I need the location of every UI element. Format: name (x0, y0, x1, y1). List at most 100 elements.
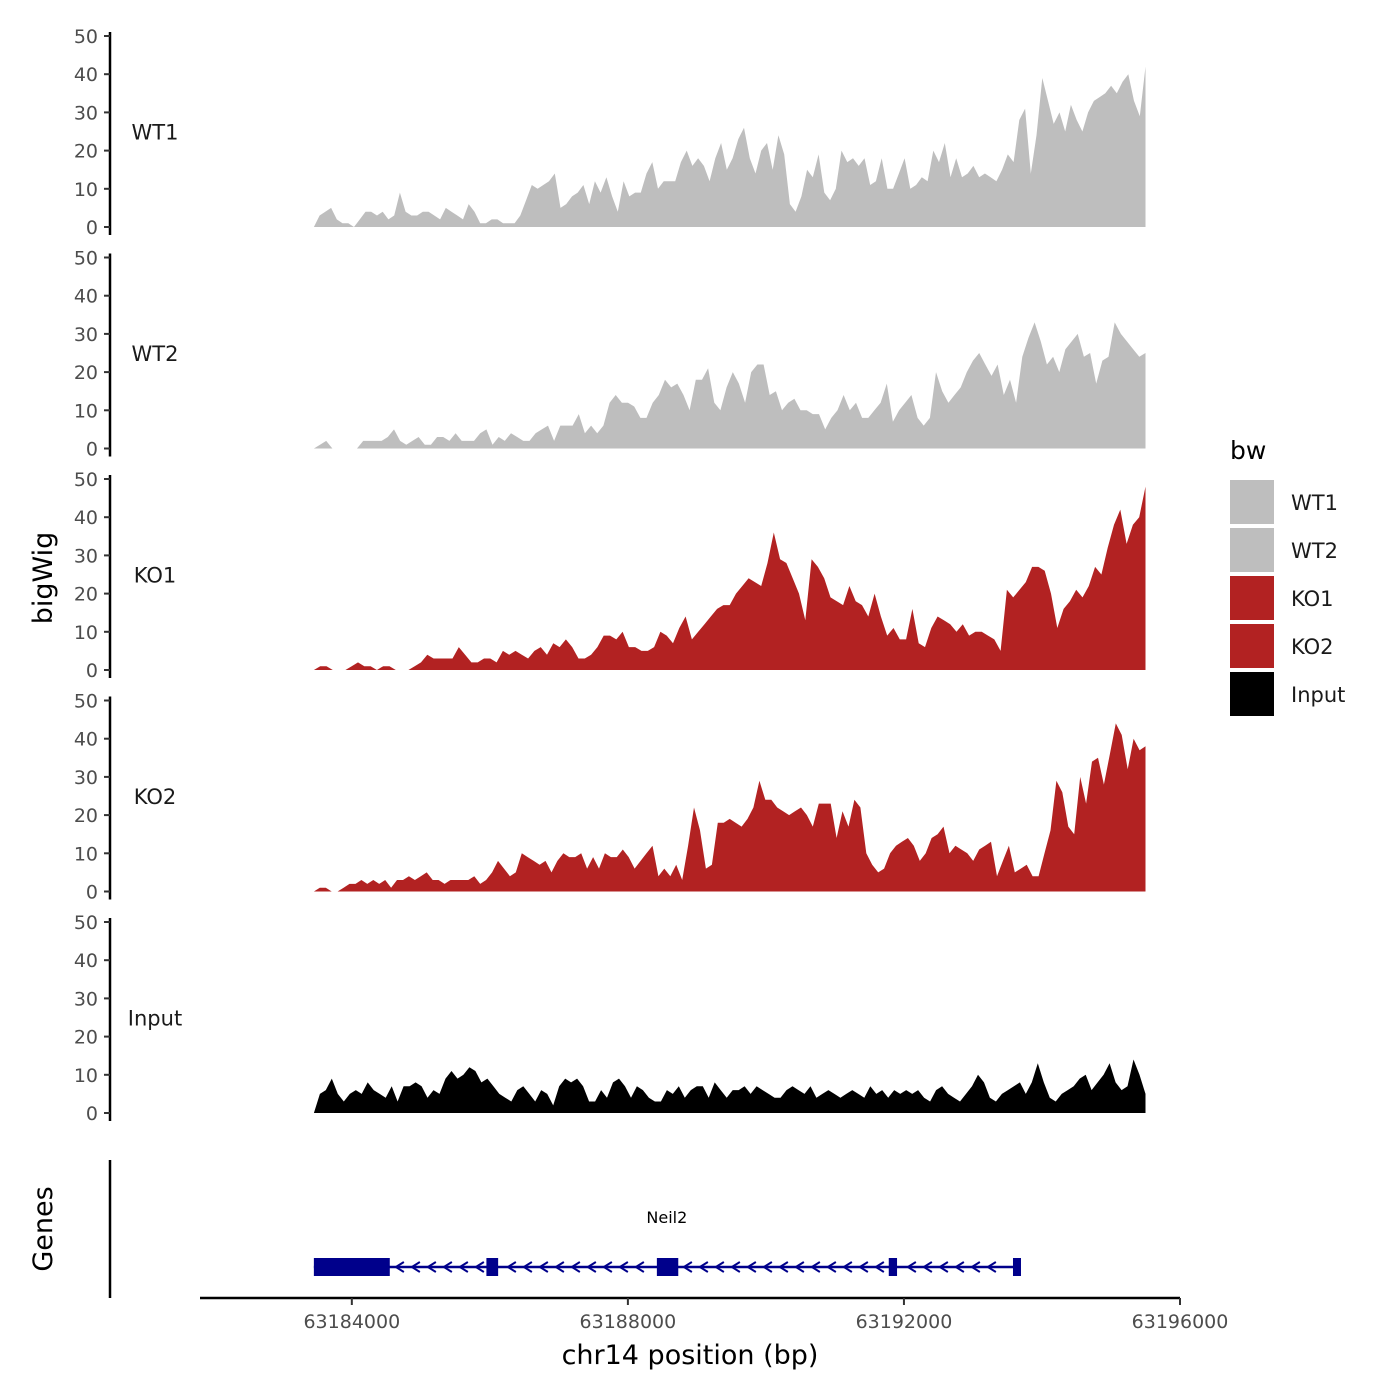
strand-chevron (921, 1261, 933, 1273)
legend-label-wt1: WT1 (1291, 491, 1338, 515)
y-tick-label: 40 (74, 64, 98, 86)
y-tick-label: 30 (74, 988, 98, 1010)
y-tick-label: 0 (86, 217, 98, 239)
gene-exon (486, 1258, 499, 1276)
y-tick-label: 10 (74, 843, 98, 865)
strand-chevron (425, 1261, 437, 1273)
y-tick-label: 50 (74, 691, 98, 713)
track-label-ko2: KO2 (134, 785, 177, 809)
x-tick-label: 63184000 (303, 1311, 400, 1333)
y-tick-label: 10 (74, 622, 98, 644)
coverage-area-ko1 (313, 486, 1146, 670)
coverage-area-wt1 (313, 66, 1146, 227)
strand-chevron (745, 1261, 757, 1273)
strand-chevron (505, 1261, 517, 1273)
y-tick-label: 50 (74, 912, 98, 934)
x-axis-title: chr14 position (bp) (562, 1340, 819, 1371)
strand-chevron (441, 1261, 453, 1273)
legend-label-wt2: WT2 (1291, 539, 1338, 563)
y-tick-label: 0 (86, 882, 98, 904)
y-tick-label: 20 (74, 805, 98, 827)
y-tick-label: 30 (74, 767, 98, 789)
coverage-area-input (313, 1059, 1146, 1113)
strand-chevron (761, 1261, 773, 1273)
legend-label-ko1: KO1 (1291, 587, 1334, 611)
gene-exon (1012, 1258, 1021, 1276)
legend-swatch-wt1 (1230, 480, 1274, 524)
strand-chevron (553, 1261, 565, 1273)
track-label-input: Input (128, 1007, 182, 1031)
y-tick-label: 50 (74, 26, 98, 48)
strand-chevron (873, 1261, 885, 1273)
legend-swatch-ko2 (1230, 624, 1274, 668)
x-tick-label: 63196000 (1132, 1311, 1229, 1333)
y-tick-label: 20 (74, 362, 98, 384)
gene-exon (313, 1258, 390, 1276)
strand-chevron (841, 1261, 853, 1273)
strand-chevron (393, 1261, 405, 1273)
gene-exon (888, 1258, 898, 1276)
track-wt2: 0 10 20 30 40 50 WT2 (74, 248, 1146, 461)
strand-chevron (697, 1261, 709, 1273)
y-tick-label: 20 (74, 1027, 98, 1049)
strand-chevron (985, 1261, 997, 1273)
y-tick-label: 40 (74, 729, 98, 751)
y-tick-label: 10 (74, 400, 98, 422)
y-tick-label: 10 (74, 179, 98, 201)
coverage-tracks: 0 10 20 30 40 50 WT1 0 10 20 30 40 50 WT2 0 10 20 30 40 50 K… (74, 26, 1146, 1125)
y-tick-label: 30 (74, 545, 98, 567)
strand-chevron (905, 1261, 917, 1273)
legend-swatch-input (1230, 672, 1274, 716)
gene-name-label: Neil2 (646, 1208, 687, 1227)
track-input: 0 10 20 30 40 50 Input (74, 912, 1146, 1125)
y-tick-label: 40 (74, 286, 98, 308)
x-tick-label: 63192000 (856, 1311, 953, 1333)
strand-chevron (825, 1261, 837, 1273)
y-tick-label: 0 (86, 1103, 98, 1125)
track-label-wt2: WT2 (132, 342, 179, 366)
strand-chevron (521, 1261, 533, 1273)
strand-chevron (537, 1261, 549, 1273)
y-tick-label: 0 (86, 660, 98, 682)
coverage-area-ko2 (313, 723, 1146, 892)
strand-chevron (633, 1261, 645, 1273)
strand-chevron (953, 1261, 965, 1273)
gene-neil2: Neil2 (313, 1208, 1021, 1276)
coverage-area-wt2 (313, 322, 1146, 449)
legend-swatch-ko1 (1230, 576, 1274, 620)
y-tick-label: 50 (74, 248, 98, 270)
y-tick-label: 10 (74, 1065, 98, 1087)
strand-chevron (617, 1261, 629, 1273)
legend-title: bw (1230, 436, 1266, 465)
strand-chevron (809, 1261, 821, 1273)
strand-chevron (569, 1261, 581, 1273)
strand-chevron (473, 1261, 485, 1273)
track-ko1: 0 10 20 30 40 50 KO1 (74, 469, 1146, 682)
strand-chevron (713, 1261, 725, 1273)
strand-chevron (457, 1261, 469, 1273)
gene-track-title: Genes (28, 1186, 59, 1271)
strand-chevron (937, 1261, 949, 1273)
strand-chevron (777, 1261, 789, 1273)
strand-chevron (729, 1261, 741, 1273)
x-axis: 63184000 63188000 63192000 63196000 (200, 1296, 1229, 1333)
strand-chevron (793, 1261, 805, 1273)
track-label-ko1: KO1 (134, 564, 177, 588)
gene-track: Neil2 (108, 1160, 1021, 1298)
y-tick-label: 30 (74, 102, 98, 124)
y-tick-label: 40 (74, 950, 98, 972)
y-tick-label: 20 (74, 584, 98, 606)
y-tick-label: 20 (74, 141, 98, 163)
gene-exon (656, 1258, 679, 1276)
strand-chevron (585, 1261, 597, 1273)
legend-label-input: Input (1291, 683, 1345, 707)
track-label-wt1: WT1 (132, 121, 179, 145)
y-tick-label: 0 (86, 439, 98, 461)
strand-chevron (409, 1261, 421, 1273)
legend-label-ko2: KO2 (1291, 635, 1334, 659)
y-axis-title: bigWig (28, 532, 59, 625)
y-tick-label: 40 (74, 507, 98, 529)
strand-chevron (857, 1261, 869, 1273)
legend: bw WT1 WT2 KO1 KO2 Input (1230, 436, 1345, 716)
